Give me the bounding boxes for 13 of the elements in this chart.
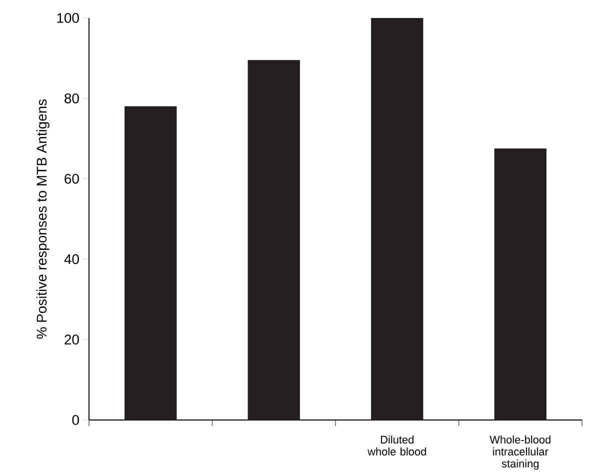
bar <box>248 60 300 420</box>
y-tick-label: 100 <box>57 13 79 23</box>
x-tick-label: Whole-blood intracellular staining <box>490 436 550 470</box>
y-tick-label: 20 <box>64 334 79 345</box>
bar <box>371 18 424 420</box>
y-tick-label: 60 <box>64 174 79 184</box>
bar <box>124 106 177 420</box>
y-tick-label: 80 <box>64 93 79 104</box>
y-tick-label: 0 <box>72 415 79 425</box>
bar <box>494 148 546 420</box>
y-tick-label: 40 <box>64 254 79 264</box>
x-tick-label: Diluted whole blood <box>368 436 426 456</box>
y-axis-title: % Positive responses to MTB Antigens <box>36 99 50 339</box>
